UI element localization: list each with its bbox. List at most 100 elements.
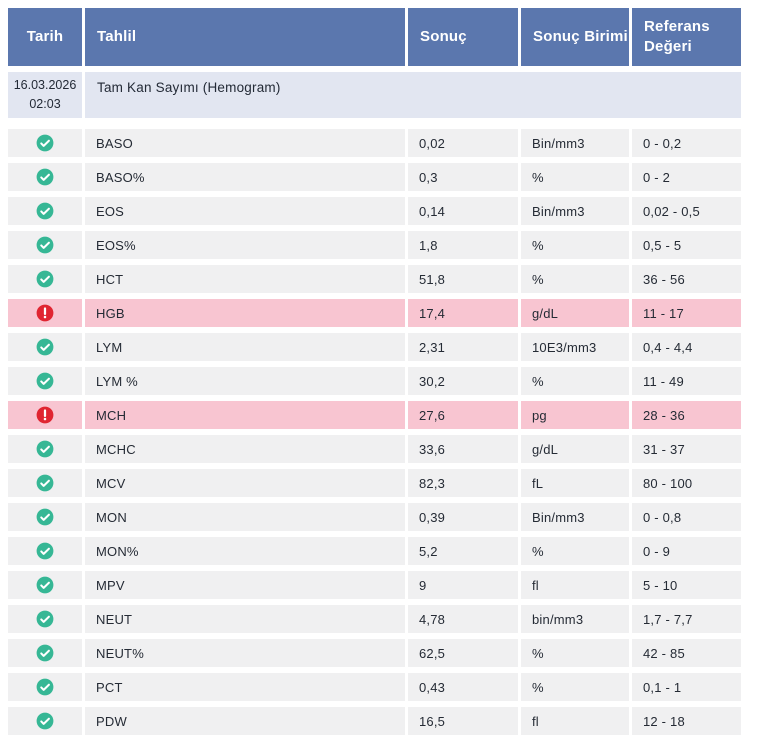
table-row[interactable]: EOS% 1,8 % 0,5 - 5 [8,231,745,259]
check-circle-icon [36,270,54,288]
table-row[interactable]: EOS 0,14 Bin/mm3 0,02 - 0,5 [8,197,745,225]
table-row[interactable]: LYM % 30,2 % 11 - 49 [8,367,745,395]
test-name: MON [85,503,405,531]
test-result: 5,2 [408,537,518,565]
check-circle-icon [36,678,54,696]
test-reference: 1,7 - 7,7 [632,605,741,633]
test-result: 0,02 [408,129,518,157]
test-unit: Bin/mm3 [521,129,629,157]
test-name: MPV [85,571,405,599]
check-circle-icon [36,440,54,458]
test-reference: 0,1 - 1 [632,673,741,701]
table-row[interactable]: BASO 0,02 Bin/mm3 0 - 0,2 [8,129,745,157]
test-result: 0,14 [408,197,518,225]
status-cell [8,299,82,327]
test-reference: 0 - 0,2 [632,129,741,157]
table-row[interactable]: BASO% 0,3 % 0 - 2 [8,163,745,191]
test-reference: 0 - 0,8 [632,503,741,531]
status-cell [8,197,82,225]
test-result: 30,2 [408,367,518,395]
check-circle-icon [36,236,54,254]
lab-results-table: Tarih Tahlil Sonuç Sonuç Birimi Referans… [8,8,745,741]
test-unit: fl [521,571,629,599]
table-row[interactable]: MCHC 33,6 g/dL 31 - 37 [8,435,745,463]
test-reference: 31 - 37 [632,435,741,463]
header-result: Sonuç [408,8,518,66]
header-date: Tarih [8,8,82,66]
test-result: 0,39 [408,503,518,531]
check-circle-icon [36,338,54,356]
test-name: PCT [85,673,405,701]
check-circle-icon [36,576,54,594]
test-name: BASO% [85,163,405,191]
test-reference: 0,4 - 4,4 [632,333,741,361]
status-cell [8,707,82,735]
check-circle-icon [36,202,54,220]
test-reference: 36 - 56 [632,265,741,293]
table-row[interactable]: LYM 2,31 10E3/mm3 0,4 - 4,4 [8,333,745,361]
test-name: BASO [85,129,405,157]
test-unit: fl [521,707,629,735]
table-row[interactable]: MCH 27,6 pg 28 - 36 [8,401,745,429]
table-row[interactable]: NEUT 4,78 bin/mm3 1,7 - 7,7 [8,605,745,633]
status-cell [8,503,82,531]
test-unit: % [521,265,629,293]
table-body: BASO 0,02 Bin/mm3 0 - 0,2 BASO% 0,3 % 0 [8,129,745,735]
test-result: 4,78 [408,605,518,633]
table-header-row: Tarih Tahlil Sonuç Sonuç Birimi Referans… [8,8,745,66]
check-circle-icon [36,134,54,152]
test-result: 62,5 [408,639,518,667]
test-name: NEUT% [85,639,405,667]
test-reference: 0 - 9 [632,537,741,565]
header-test: Tahlil [85,8,405,66]
status-cell [8,605,82,633]
test-reference: 0,5 - 5 [632,231,741,259]
test-name: LYM [85,333,405,361]
table-row[interactable]: MPV 9 fl 5 - 10 [8,571,745,599]
test-unit: % [521,639,629,667]
test-name: NEUT [85,605,405,633]
table-row[interactable]: MON% 5,2 % 0 - 9 [8,537,745,565]
test-reference: 11 - 17 [632,299,741,327]
test-reference: 11 - 49 [632,367,741,395]
table-row[interactable]: HCT 51,8 % 36 - 56 [8,265,745,293]
test-name: MCHC [85,435,405,463]
test-reference: 42 - 85 [632,639,741,667]
status-cell [8,163,82,191]
test-result: 0,43 [408,673,518,701]
exclamation-circle-icon [36,304,54,322]
test-result: 0,3 [408,163,518,191]
test-unit: Bin/mm3 [521,197,629,225]
table-row[interactable]: HGB 17,4 g/dL 11 - 17 [8,299,745,327]
test-result: 2,31 [408,333,518,361]
test-unit: % [521,673,629,701]
test-reference: 0 - 2 [632,163,741,191]
test-unit: % [521,231,629,259]
test-unit: g/dL [521,299,629,327]
panel-group-row: 16.03.2026 02:03 Tam Kan Sayımı (Hemogra… [8,72,745,118]
table-row[interactable]: PCT 0,43 % 0,1 - 1 [8,673,745,701]
status-cell [8,537,82,565]
status-cell [8,367,82,395]
status-cell [8,231,82,259]
test-result: 51,8 [408,265,518,293]
test-reference: 28 - 36 [632,401,741,429]
check-circle-icon [36,610,54,628]
status-cell [8,571,82,599]
test-unit: % [521,163,629,191]
test-unit: bin/mm3 [521,605,629,633]
status-cell [8,333,82,361]
table-row[interactable]: NEUT% 62,5 % 42 - 85 [8,639,745,667]
test-result: 33,6 [408,435,518,463]
test-result: 27,6 [408,401,518,429]
status-cell [8,265,82,293]
check-circle-icon [36,474,54,492]
panel-time: 02:03 [29,97,61,111]
table-row[interactable]: MCV 82,3 fL 80 - 100 [8,469,745,497]
check-circle-icon [36,372,54,390]
table-row[interactable]: PDW 16,5 fl 12 - 18 [8,707,745,735]
table-row[interactable]: MON 0,39 Bin/mm3 0 - 0,8 [8,503,745,531]
test-reference: 0,02 - 0,5 [632,197,741,225]
test-result: 82,3 [408,469,518,497]
